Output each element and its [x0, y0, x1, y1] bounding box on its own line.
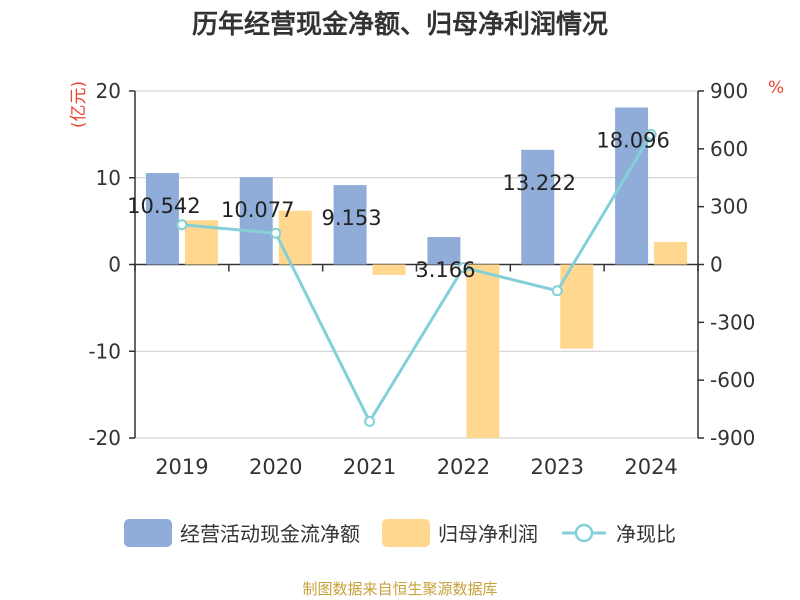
cashflow-data-label: 10.077: [221, 198, 294, 222]
category-label: 2021: [343, 455, 396, 479]
left-tick-label: 20: [96, 79, 121, 103]
left-tick-label: 0: [108, 253, 121, 277]
legend-item-cashflow[interactable]: 经营活动现金流净额: [124, 518, 360, 547]
chart-title: 历年经营现金净额、归母净利润情况: [191, 10, 608, 40]
cashflow-bar: [521, 149, 555, 265]
category-label: 2020: [249, 455, 302, 479]
legend-item-net-profit[interactable]: 归母净利润: [382, 518, 538, 547]
right-axis-unit: %: [768, 78, 785, 98]
cashflow-data-label: 13.222: [503, 171, 576, 195]
category-label: 2022: [437, 455, 490, 479]
legend-label-cashflow: 经营活动现金流净额: [180, 522, 360, 546]
legend: 经营活动现金流净额 归母净利润 净现比: [0, 518, 800, 547]
cash-ratio-point: [176, 219, 188, 231]
left-tick-label: -20: [88, 426, 121, 450]
cash-ratio-point: [270, 227, 282, 239]
data-source-note: 制图数据来自恒生聚源数据库: [302, 580, 498, 598]
cash-ratio-point: [551, 285, 563, 297]
legend-label-net-profit: 归母净利润: [438, 522, 538, 546]
net-profit-bar: [372, 264, 406, 275]
cashflow-bar: [427, 237, 461, 265]
left-tick-label: 10: [96, 166, 121, 190]
legend-swatch-cashflow: [124, 518, 172, 547]
legend-swatch-net-profit: [382, 518, 430, 547]
net-profit-bar: [466, 264, 500, 438]
right-tick-label: 900: [710, 79, 748, 103]
cash-ratio-line: [181, 133, 653, 425]
category-label: 2024: [624, 455, 677, 479]
cashflow-data-label: 3.166: [415, 258, 475, 282]
right-tick-label: -900: [710, 426, 755, 450]
cashflow-bar: [239, 177, 273, 265]
left-tick-label: -10: [88, 339, 121, 363]
right-tick-label: 300: [710, 195, 748, 219]
net-profit-bar: [654, 241, 688, 265]
cash-ratio-point: [645, 128, 657, 140]
right-tick-label: -300: [710, 310, 755, 334]
cashflow-data-label: 18.096: [596, 129, 669, 153]
cash-ratio-point: [364, 415, 376, 427]
right-tick-label: -600: [710, 368, 755, 392]
cashflow-data-label: 9.153: [322, 206, 382, 230]
legend-swatch-cash-ratio: [562, 523, 606, 542]
cashflow-bar: [333, 185, 367, 265]
cashflow-bar: [145, 173, 179, 265]
legend-item-cash-ratio[interactable]: 净现比: [560, 518, 676, 547]
cash-ratio-point: [457, 262, 469, 274]
category-label: 2023: [531, 455, 584, 479]
legend-label-cash-ratio: 净现比: [616, 522, 676, 546]
cashflow-data-label: 10.542: [127, 194, 200, 218]
net-profit-bar: [278, 210, 312, 265]
right-tick-label: 0: [710, 253, 723, 277]
right-tick-label: 600: [710, 137, 748, 161]
category-label: 2019: [155, 455, 208, 479]
